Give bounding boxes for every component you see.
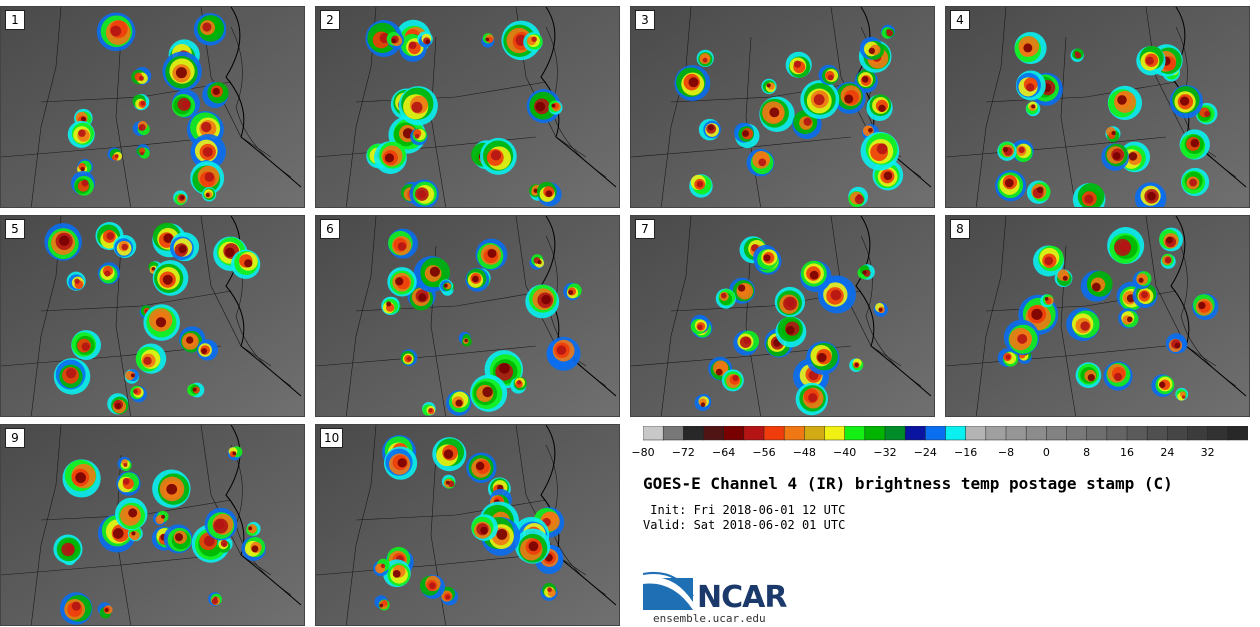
colorbar-tick-label: −24 [913,446,937,459]
colorbar-swatch [904,426,927,441]
panel-label: 3 [635,10,655,30]
colorbar-swatch [1146,426,1169,441]
colorbar-swatch [783,426,806,441]
colorbar-swatch [965,426,987,441]
valid-time: Valid: Sat 2018-06-02 01 UTC [643,518,846,532]
panel-label: 10 [320,428,344,448]
colorbar-tick-label: 8 [1083,446,1091,459]
colorbar-tick-label: 32 [1200,446,1215,459]
ir-map [946,216,1249,416]
satellite-panel: 4 [945,6,1250,208]
colorbar-swatch [945,426,967,441]
satellite-panel: 6 [315,215,620,417]
colorbar-swatch [683,426,705,441]
chart-title: GOES-E Channel 4 (IR) brightness temp po… [643,474,1173,493]
satellite-panel: 2 [315,6,620,208]
colorbar-swatch [824,426,846,441]
colorbar-swatch [884,426,906,441]
colorbar-swatch [844,426,866,441]
colorbar-tick-label: −16 [954,446,978,459]
satellite-panel: 7 [630,215,935,417]
colorbar-swatch [985,426,1007,441]
colorbar-swatch [1025,426,1048,441]
ir-map [631,7,934,207]
satellite-panel: 8 [945,215,1250,417]
colorbar-tick-label: 24 [1160,446,1175,459]
ir-map [1,425,304,625]
colorbar-swatch [703,426,725,441]
ir-map [316,425,619,625]
colorbar-tick-label: −80 [631,446,655,459]
colorbar-tick-label: −72 [671,446,695,459]
colorbar [643,426,1248,441]
colorbar-swatch [662,426,685,441]
satellite-panel: 5 [0,215,305,417]
colorbar-tick-label: 16 [1120,446,1134,459]
colorbar-swatch [1086,426,1108,441]
colorbar-tick-label: −8 [997,446,1015,459]
colorbar-tick-label: −32 [873,446,897,459]
ir-map [631,216,934,416]
colorbar-swatch [864,426,886,441]
colorbar-tick-label: −48 [792,446,816,459]
colorbar-swatch [763,426,785,441]
colorbar-tick-label: −64 [712,446,736,459]
ir-map [316,7,619,207]
satellite-panel: 10 [315,424,620,626]
colorbar-swatch [1066,426,1088,441]
colorbar-swatch [1046,426,1068,441]
panel-label: 5 [5,219,25,239]
colorbar-swatch [743,426,765,441]
ir-map [946,7,1249,207]
colorbar-swatch [1207,426,1229,441]
colorbar-swatch [1005,426,1027,441]
satellite-panel: 9 [0,424,305,626]
colorbar-swatch [925,426,947,441]
colorbar-swatch [1167,426,1189,441]
colorbar-tick-label: −40 [833,446,857,459]
panel-label: 4 [950,10,970,30]
panel-label: 9 [5,428,25,448]
ncar-logo-text: NCAR [697,580,787,615]
logo-url: ensemble.ucar.edu [653,612,766,625]
colorbar-swatch [1106,426,1128,441]
colorbar-tick-label: 0 [1042,446,1050,459]
colorbar-swatch [723,426,745,441]
ir-map [1,216,304,416]
panel-label: 8 [950,219,970,239]
colorbar-swatch [1187,426,1209,441]
panel-label: 2 [320,10,340,30]
colorbar-swatch [643,426,664,441]
ncar-logo-icon [643,572,694,610]
init-time: Init: Fri 2018-06-01 12 UTC [643,503,846,517]
colorbar-swatch [1227,426,1248,441]
panel-label: 1 [5,10,25,30]
colorbar-swatch [804,426,826,441]
ir-map [316,216,619,416]
satellite-panel: 1 [0,6,305,208]
panel-label: 7 [635,219,655,239]
ir-map [1,7,304,207]
satellite-panel: 3 [630,6,935,208]
panel-label: 6 [320,219,340,239]
colorbar-tick-label: −56 [752,446,776,459]
colorbar-swatch [1126,426,1148,441]
